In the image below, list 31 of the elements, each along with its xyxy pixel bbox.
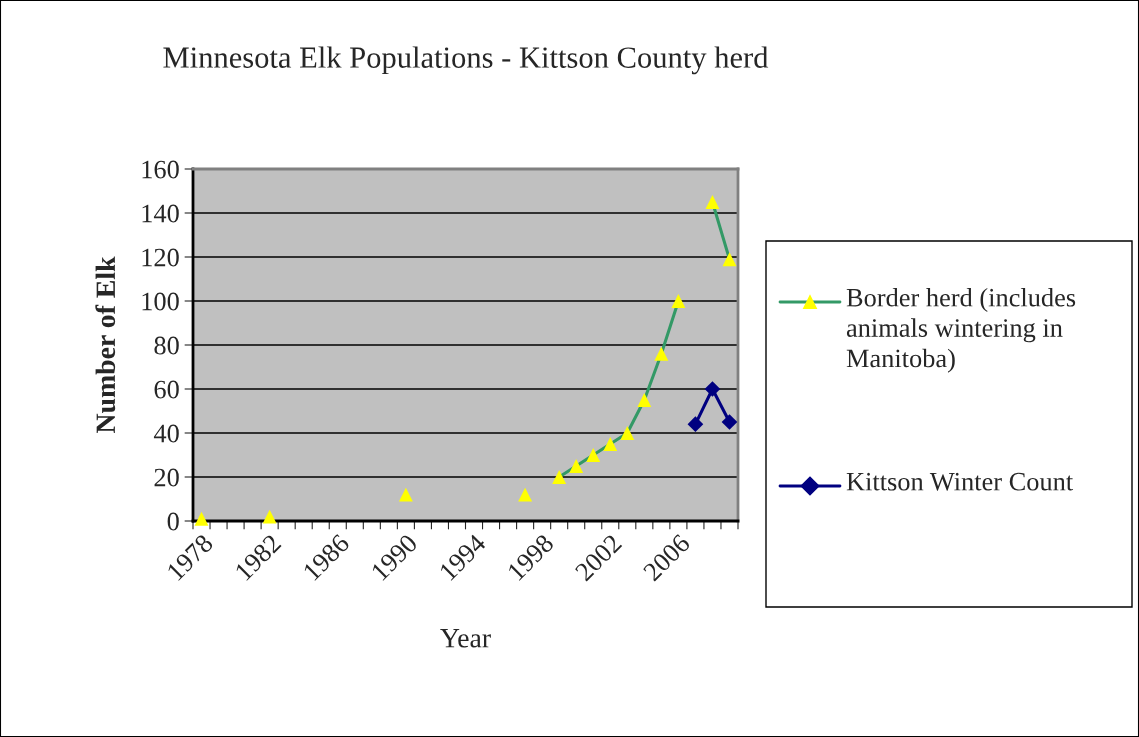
point [518, 487, 533, 502]
point [603, 437, 618, 451]
y-tick-label: 80 [154, 336, 179, 355]
point [637, 393, 652, 407]
point [569, 459, 584, 473]
y-tick-label: 40 [153, 424, 179, 443]
point [262, 509, 277, 524]
point [552, 470, 567, 484]
point [671, 294, 686, 308]
y-tick-label: 160 [142, 160, 179, 179]
y-tick-label: 120 [142, 248, 179, 267]
point [654, 346, 669, 361]
y-axis-title: Number of Elk [95, 256, 116, 433]
point [620, 426, 635, 440]
point [705, 195, 720, 209]
point [687, 416, 704, 433]
point [194, 511, 209, 526]
legend-label: Border herd (includes animals wintering in Manitoba) [846, 288, 1076, 373]
chart-title: Minnesota Elk Populations - Kittson County herd [163, 46, 769, 75]
point [704, 381, 721, 397]
y-tick-label: 100 [142, 292, 179, 311]
point [398, 487, 413, 502]
point [721, 414, 738, 430]
y-tick-label: 0 [167, 512, 179, 531]
point [722, 252, 737, 267]
y-tick-label: 60 [154, 380, 179, 399]
legend-label: Kittson Winter Count [846, 472, 1074, 491]
y-tick-label: 140 [142, 204, 179, 223]
y-tick-label: 20 [154, 468, 179, 487]
x-axis-title: Year [440, 629, 491, 648]
point [586, 448, 601, 462]
